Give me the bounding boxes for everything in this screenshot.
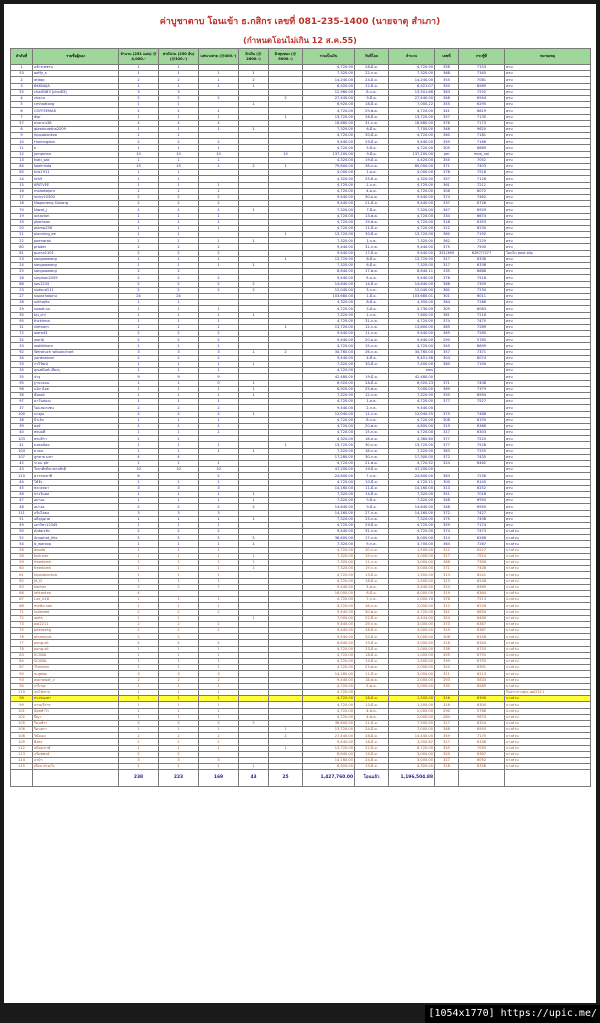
table-row: 46 หางวันคล 1 1 1 1 7,320.00 14-มิ.ย. 7,320.00 35…: [10, 490, 591, 499]
table-cell: โอนแล้ว: [354, 769, 389, 788]
column-header: จำนวน (251 แผ่น) @ 4,000.-: [118, 48, 159, 65]
table-row: 2 atitap 2 2 1 2 14,240.00 24-มิ.ย. 14,240.00 355…: [10, 76, 591, 84]
table-row: 12 jumpman 10 10 10 10 137,200.00 9-มิ.ย. 137,20…: [10, 150, 591, 158]
page-title: ค่าบูชาตาบ โอนเข้า ธ.กสิกร เลขที่ 081-23…: [159, 17, 441, 27]
totals-row: 238 223 169 43 25 1,427,760.00 โอนแล้ว 1,196,50…: [10, 769, 591, 788]
table-cell: 169: [198, 769, 239, 788]
table-row: 6 COFFEEMAX 1 1 1 4,720.00 29-พ.ค. 4,720.00 341 6…: [10, 107, 591, 115]
table-cell: 25: [268, 769, 303, 788]
table-row: 35 จ่าจุ 9 9 9 42,480.00 19-มิ.ย. 42,480.00 ครบ: [10, 373, 591, 381]
table-cell: 1,427,760.00: [302, 769, 355, 788]
table-row: 66 lektantan 4 16,000.00 6-มิ.ย. 6,000.00 319 6…: [10, 589, 591, 598]
table-row: 26 siriphan2009 2 2 2 9,440.00 9-ม.ค. 9,440.00 3…: [10, 274, 591, 282]
table-header-row: ลำดับที่ รายชื่อผู้จอง จำนวน (251 แผ่น) @ …: [10, 48, 591, 65]
table-row: 94 เกริกบุง 1 1 1 4,720.00 5-พ.ค. 2,000.00 330 65…: [10, 682, 591, 690]
table-row: 86 sos1234 2 2 2 2 14,640.00 14-มิ.ย. 14,640.00 3…: [10, 280, 591, 288]
table-cell: [434, 769, 459, 788]
column-header: รวมเป็นเงิน: [302, 48, 355, 65]
column-header: รายชื่อผู้จอง: [32, 48, 119, 65]
table-cell: [458, 769, 505, 788]
document-page: ค่าบูชาตาบ โอนเข้า ธ.กสิกร เลขที่ 081-23…: [4, 4, 596, 1003]
table-cell: [504, 769, 591, 788]
column-header: ห่ามัน่วน (230 อัน) (@320.-): [158, 48, 199, 65]
page-subtitle: (กำหนดโอนไม่เกิน 12 ส.ค.55): [243, 36, 357, 45]
table-row: 100 บกคุณ 2 2 2 1 12,040.00 11-ก.ค. 12,040.55 375…: [10, 410, 591, 418]
column-header: จำนวน: [388, 48, 435, 65]
column-header: แฟนวงสาย (@400.-): [198, 48, 239, 65]
table-cell: 223: [158, 769, 199, 788]
column-header: หมายเหตุ: [504, 48, 591, 65]
table-row: 114 อาม้า 3 3 3 14,160.00 24-มิ.ย. 3,000.00 327 6…: [10, 756, 591, 765]
column-header: วันที่โอน: [354, 48, 389, 65]
table-row: 13 kiati_sak 1 1 1 4,320.00 19-มิ.ย. 4,420.00 35…: [10, 156, 591, 165]
table-row: 111 อร้นไลคอ 3 3 3 14,160.00 27-ก.ค. 14,160.00 3…: [10, 509, 591, 517]
table-cell: [10, 769, 33, 788]
table-row: 115 เดือน ฝ่ายเว้ง 1 1 1 1 6,920.00 19-มิ.ย. 4,3…: [10, 763, 591, 771]
upload-footer: [1054x1770] https://upic.me/: [425, 1005, 600, 1023]
column-header: ผิวทุบทอง (@ 9000.-): [268, 48, 303, 65]
table-row: 16 malaikajorn 1 1 1 4,720.00 4-ม.ค. 4,720.00 30…: [10, 187, 591, 195]
table-row: 63 kacher 2 2 7 9,440.00 3-พ.ค. 3,440.00 324 6469…: [10, 583, 591, 591]
table-row: 21 planning_ee 1 1 1 13,720.00 30-มิ.ย. 13,720.…: [10, 231, 591, 239]
table-cell: [32, 769, 119, 788]
column-header: เลขที่: [434, 48, 459, 65]
table-cell: 1,196,504.88: [388, 769, 435, 788]
table-row: 10 Huntingdon 2 2 2 9,440.00 29-มิ.ย. 9,440.00 3…: [10, 138, 591, 146]
table-cell: บางส่วน: [504, 763, 591, 771]
table-row: 102 ปีญา 1 1 1 4,720.00 4-พ.ค. 2,000.00 284 5670 บ…: [10, 713, 591, 721]
table-row: 55 chai8383 [chai83] 3 3 12,960.00 8-ก.ค. 13,5…: [10, 88, 591, 96]
column-header: ลำดับที่: [10, 48, 33, 65]
table-row: 29 suwat.su 1 1 1 4,720.00 5-มิ.ย. 4,730.09 305 6…: [10, 305, 591, 313]
table-row: 19 octavian 1 1 1 4,720.00 13-พ.ค. 4,720.00 334 6…: [10, 212, 591, 220]
table-row: 64 koekrisda 15 15 2 2 1 79,800.00 28-ก.ค. 80,000…: [10, 162, 591, 171]
table-row: 42 ระแม ptr 1 1 1 4,720.00 21-พ.ค. 4,720.52 324 6…: [10, 459, 591, 468]
table-row: 65 kris1911 1 1 4,000.00 1-ส.ค. 4,000.00 376 751…: [10, 169, 591, 177]
table-row: 23 sudsud111 2 2 2 2 12,040.00 3-ก.ค. 12,040.00 3…: [10, 286, 591, 294]
column-header: กระทู้ที่: [458, 48, 505, 65]
table-row: 31 vietnam 1 1 1 1 13,720.00 12-ก.ค. 13,800.00 36…: [10, 323, 591, 332]
table-row: 110 สุวรรณชาติ 6 2 24,800.00 7-ก.ค. 24,800.00 3…: [10, 472, 591, 480]
table-row: 60 freedomk 1 1 1 1 7,320.00 19-ก.ค. 3,000.00 371…: [10, 565, 591, 573]
table-row: 52 Anuphat_hltc 5 5 5 5 36,600.00 17-ก.ค. 8,000.…: [10, 534, 591, 542]
table-cell: 43: [238, 769, 269, 788]
booking-table: ลำดับที่ รายชื่อผู้จอง จำนวน (251 แผ่น) @ …: [10, 48, 591, 788]
table-row: 19 pkomsan 1 1 1 4,720.00 19-พ.ค. 4,720.00 318 63…: [10, 218, 591, 226]
table-cell: 238: [118, 769, 159, 788]
column-header: ผิวเงิน (@ 2600.-): [238, 48, 269, 65]
table-row: 107 ลูกชาย มหา 4 4 17,280.00 30-ก.ค. 17,300.00…: [10, 453, 591, 462]
